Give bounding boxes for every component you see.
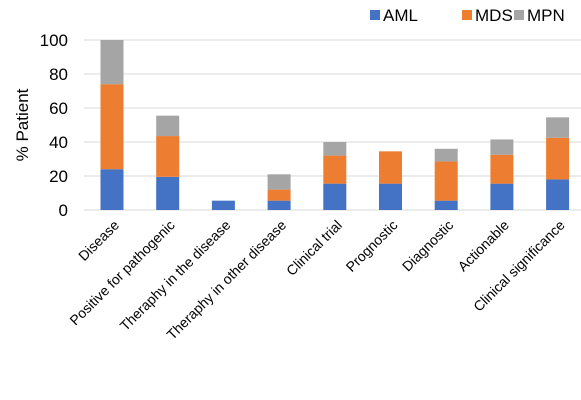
bar-mds-6	[434, 161, 458, 201]
x-tick-label: Theraphy in other disease	[163, 217, 289, 343]
legend-label-mds: MDS	[475, 6, 513, 25]
x-tick-label: Clinical trial	[283, 217, 345, 279]
x-tick-label: Positive for pathogenic	[66, 217, 177, 328]
legend-label-aml: AML	[383, 6, 418, 25]
x-tick-label: Clinical significance	[470, 217, 568, 315]
bar-mds-4	[323, 155, 347, 184]
bar-aml-7	[490, 183, 514, 210]
x-tick-label: Diagnostic	[399, 217, 457, 275]
bar-mpn-8	[546, 117, 570, 138]
legend-swatch-mpn	[514, 10, 524, 20]
bar-mpn-7	[490, 139, 514, 155]
legend-swatch-aml	[370, 10, 380, 20]
bar-mpn-1	[156, 115, 180, 137]
bar-mds-5	[379, 151, 402, 184]
y-tick-label: 60	[49, 99, 68, 118]
bar-mds-3	[267, 189, 291, 201]
legend-swatch-mds	[462, 10, 472, 20]
bar-aml-8	[546, 179, 570, 210]
y-tick-label: 80	[49, 65, 68, 84]
y-tick-label: 0	[59, 201, 68, 220]
bar-aml-5	[379, 183, 402, 210]
x-tick-label: Theraphy in the disease	[117, 217, 234, 334]
bars	[100, 40, 570, 210]
y-tick-label: 100	[40, 31, 68, 50]
legend-label-mpn: MPN	[527, 6, 565, 25]
x-tick-label: Prognostic	[343, 217, 401, 275]
bar-aml-1	[156, 176, 180, 210]
bar-mpn-6	[434, 148, 458, 162]
bar-mpn-4	[323, 142, 347, 156]
y-tick-label: 20	[49, 167, 68, 186]
bar-mds-8	[546, 137, 570, 180]
bar-aml-6	[434, 200, 458, 210]
y-tick-label: 40	[49, 133, 68, 152]
bar-mds-7	[490, 154, 514, 184]
bar-mds-0	[100, 84, 124, 170]
bar-mpn-0	[100, 40, 124, 85]
y-axis-title: % Patient	[13, 88, 32, 161]
bar-aml-2	[211, 200, 235, 210]
x-tick-label: Actionable	[454, 217, 512, 275]
bar-mpn-3	[267, 174, 291, 190]
bar-mds-1	[156, 136, 180, 177]
legend: AML MDS MPN	[370, 6, 565, 25]
x-tick-label: Disease	[75, 217, 122, 264]
bar-aml-3	[267, 200, 291, 210]
bar-aml-4	[323, 183, 347, 210]
bar-aml-0	[100, 169, 124, 210]
